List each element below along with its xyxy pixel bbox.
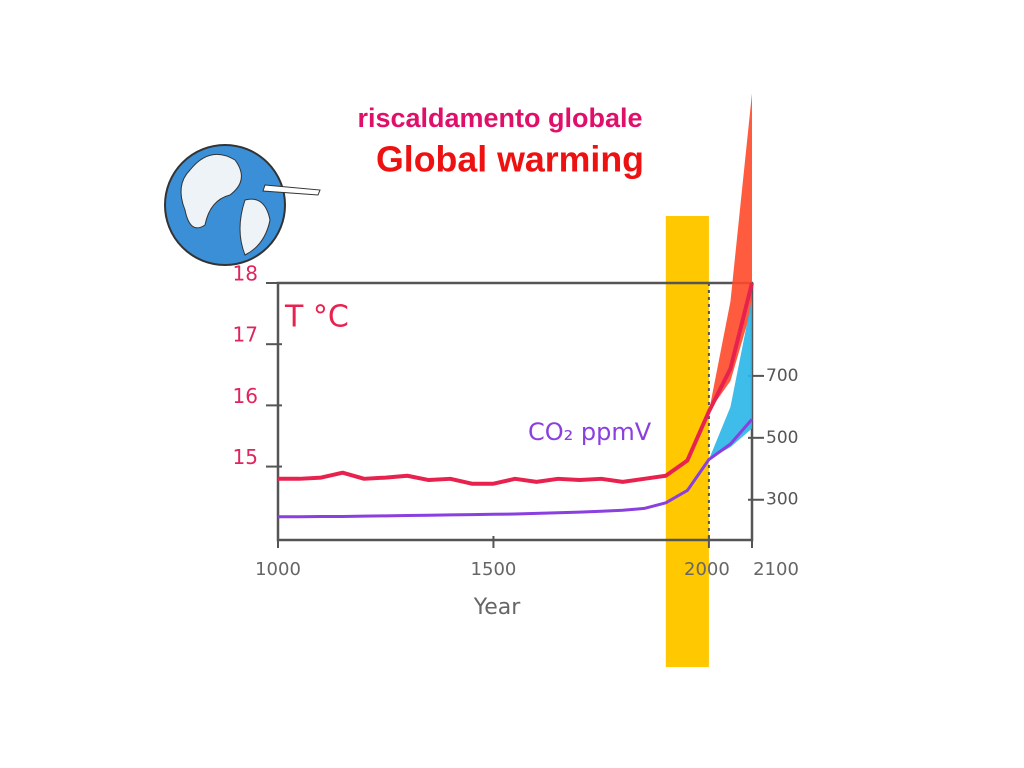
series-line (278, 418, 754, 519)
globe-icon (164, 144, 321, 266)
projection-band (708, 298, 752, 460)
y2-tick-label: 500 (766, 428, 798, 448)
y-tick-label: 15 (233, 445, 258, 469)
series-label: T °C (284, 300, 349, 335)
y-tick-label: 16 (233, 384, 258, 408)
x-tick-label: 1500 (471, 559, 517, 580)
y-tick-label: 17 (233, 323, 258, 347)
y-tick-label: 18 (233, 262, 258, 286)
series-line (278, 282, 754, 486)
series-label: CO₂ ppmV (528, 418, 652, 446)
x-tick-label: 1000 (255, 559, 301, 580)
y2-tick-label: 700 (766, 366, 798, 386)
x-tick-label: 2100 (753, 559, 799, 580)
x-axis-label: Year (473, 595, 522, 620)
subtitle: Global warming (376, 139, 644, 180)
title: riscaldamento globale (357, 103, 642, 133)
highlight-band (665, 216, 709, 667)
y2-tick-label: 300 (766, 490, 798, 510)
x-tick-label: 2000 (684, 559, 730, 580)
